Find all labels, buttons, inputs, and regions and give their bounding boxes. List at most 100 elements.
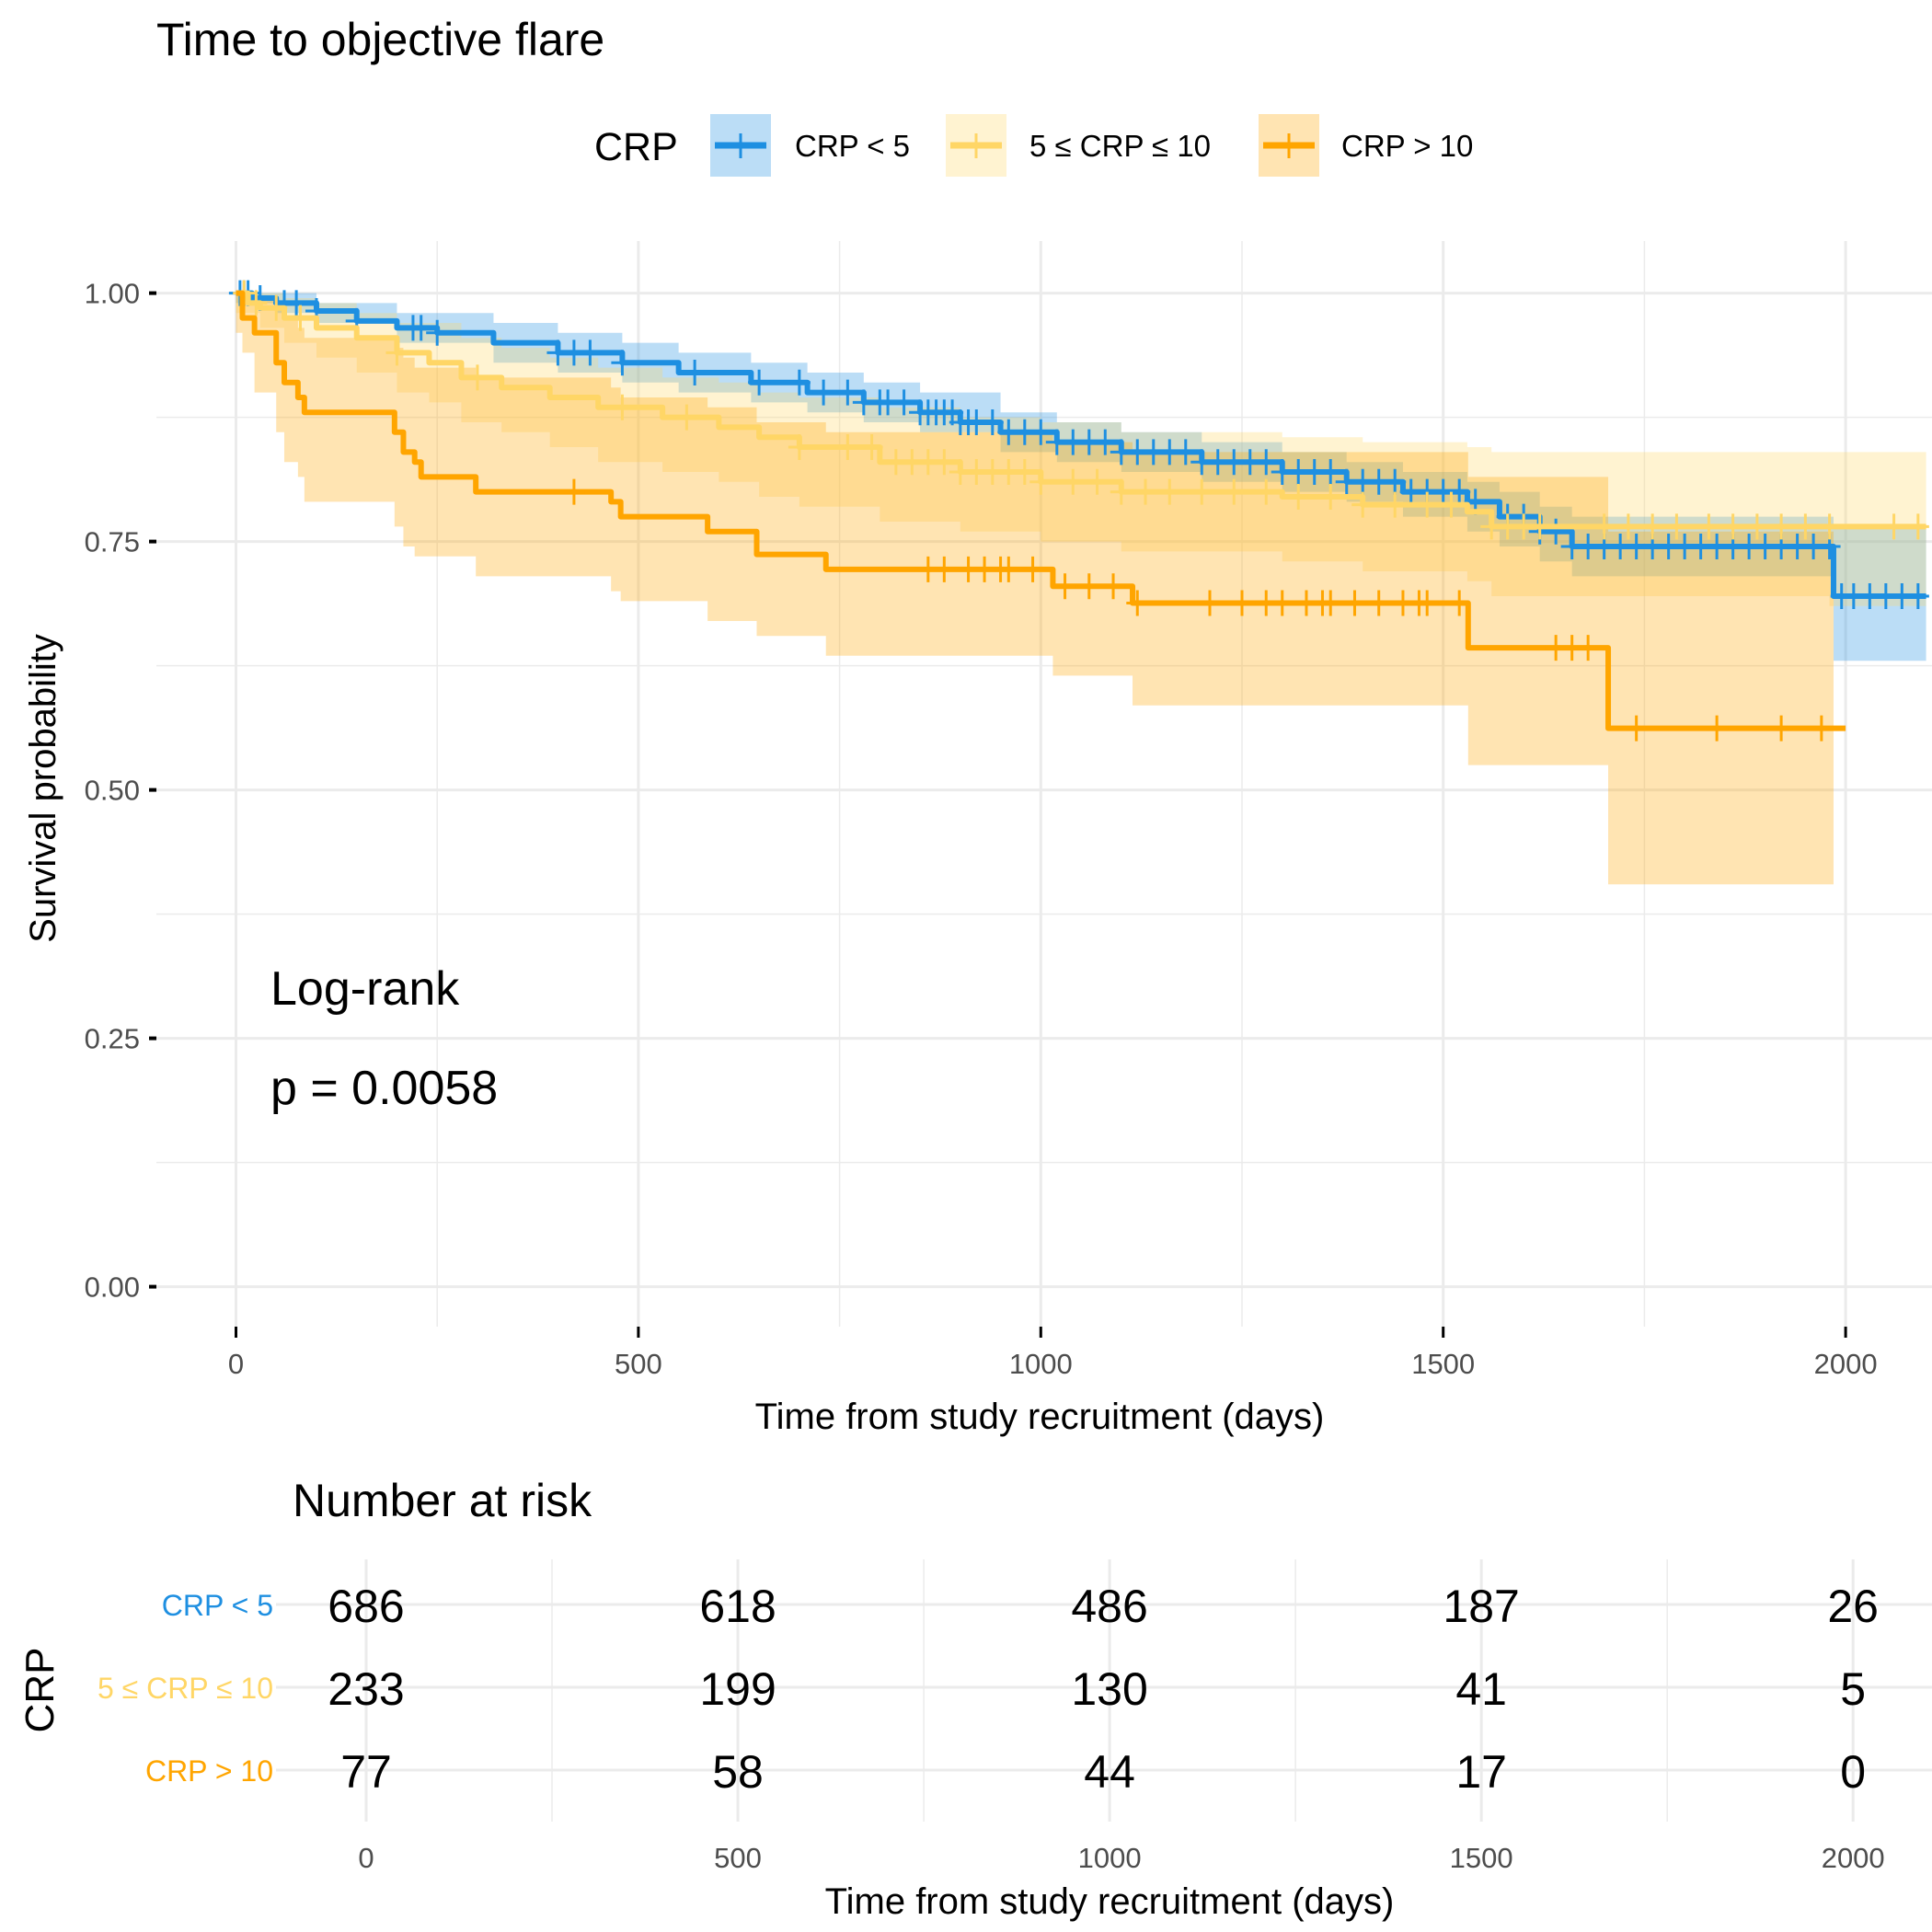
censor-mark xyxy=(1062,468,1085,495)
legend-item-crp-gt-10: CRP > 10 xyxy=(1259,114,1473,177)
risk-row-crp-5-10: 5 ≤ CRP ≤ 10 233 199 130 41 5 xyxy=(98,1663,1866,1715)
censor-mark xyxy=(1810,715,1833,742)
series-crp-gt-10 xyxy=(236,290,1846,742)
censor-mark xyxy=(385,339,408,366)
risk-count: 618 xyxy=(699,1581,776,1632)
censor-mark xyxy=(1665,513,1688,540)
censor-mark xyxy=(836,434,859,460)
censor-mark xyxy=(1906,513,1929,540)
censor-mark xyxy=(1319,459,1342,485)
censor-mark xyxy=(1384,491,1407,518)
censor-mark xyxy=(265,294,288,321)
risk-x-tick-label: 0 xyxy=(358,1842,374,1874)
censor-mark xyxy=(1882,513,1905,540)
censor-mark xyxy=(1126,590,1149,616)
legend-item-crp-5-10: 5 ≤ CRP ≤ 10 xyxy=(946,114,1211,177)
censor-mark xyxy=(1706,715,1729,742)
censor-mark xyxy=(579,339,602,366)
y-tick-label: 0.25 xyxy=(85,1023,140,1055)
risk-table-y-label: CRP xyxy=(17,1648,63,1733)
censor-mark xyxy=(1013,459,1036,485)
censor-mark xyxy=(1255,478,1278,505)
censor-mark xyxy=(1367,590,1390,616)
risk-x-tick-label: 1000 xyxy=(1078,1842,1142,1874)
censor-mark xyxy=(1770,513,1793,540)
x-tick-label: 2000 xyxy=(1814,1348,1878,1380)
censor-mark xyxy=(1384,468,1407,495)
censor-mark xyxy=(933,449,956,476)
x-tick-label: 1000 xyxy=(1009,1348,1073,1380)
censor-mark xyxy=(466,364,489,391)
censor-mark xyxy=(426,319,449,346)
censor-mark xyxy=(933,556,956,582)
censor-mark xyxy=(1271,590,1294,616)
legend-title: CRP xyxy=(594,125,678,169)
censor-mark xyxy=(836,379,859,406)
y-tick-label: 0.00 xyxy=(85,1271,140,1304)
risk-table: Number at risk CRP < 5 686 618 486 187 26 5 ≤ … xyxy=(17,1475,1932,1922)
risk-table-x-label: Time from study recruitment (days) xyxy=(825,1881,1395,1922)
censor-mark xyxy=(1721,513,1744,540)
legend-item-crp-lt-5: CRP < 5 xyxy=(710,114,910,177)
censor-mark xyxy=(245,290,268,316)
censor-mark xyxy=(1641,513,1664,540)
x-tick-label: 500 xyxy=(615,1348,662,1380)
risk-count: 199 xyxy=(699,1663,776,1715)
risk-x-tick-label: 500 xyxy=(714,1842,762,1874)
risk-count: 130 xyxy=(1071,1663,1147,1715)
censor-mark xyxy=(1440,491,1463,518)
censor-mark xyxy=(1593,513,1616,540)
censor-mark xyxy=(675,404,698,431)
censor-mark xyxy=(1110,478,1133,505)
censor-mark xyxy=(1770,715,1793,742)
censor-mark xyxy=(812,379,835,406)
survival-curve-crp-5-10 xyxy=(236,290,1926,530)
censor-mark xyxy=(1102,573,1125,600)
risk-count: 26 xyxy=(1827,1581,1879,1632)
censor-mark xyxy=(1577,635,1600,661)
risk-count: 44 xyxy=(1084,1746,1135,1798)
censor-mark xyxy=(1818,513,1841,540)
risk-count: 58 xyxy=(712,1746,764,1798)
censor-mark xyxy=(1416,590,1439,616)
censor-mark xyxy=(1174,439,1197,466)
censor-mark xyxy=(1351,491,1374,518)
series-crp-5-10 xyxy=(233,280,1929,540)
censor-mark xyxy=(1528,513,1551,540)
risk-row-label: 5 ≤ CRP ≤ 10 xyxy=(98,1672,273,1705)
censor-mark xyxy=(1287,484,1310,510)
risk-row-crp-gt-10: CRP > 10 77 58 44 17 0 xyxy=(145,1746,1866,1798)
censor-mark xyxy=(1319,484,1342,510)
censor-mark xyxy=(748,369,771,396)
censor-mark xyxy=(1343,590,1366,616)
legend-label: CRP > 10 xyxy=(1341,129,1473,163)
censor-mark xyxy=(562,478,585,505)
censor-mark xyxy=(1029,419,1052,445)
legend: CRP CRP < 5 5 ≤ CRP ≤ 10 CRP > 10 xyxy=(594,114,1473,177)
censor-mark xyxy=(1029,468,1052,495)
risk-table-title: Number at risk xyxy=(293,1475,592,1526)
censor-mark xyxy=(1190,478,1213,505)
censor-mark xyxy=(1223,478,1246,505)
censor-mark xyxy=(1906,583,1929,609)
censor-mark xyxy=(1158,478,1181,505)
censor-mark xyxy=(892,389,915,416)
censor-mark xyxy=(788,369,811,396)
risk-x-tick-label: 2000 xyxy=(1822,1842,1885,1874)
censor-mark xyxy=(1077,573,1100,600)
censor-mark xyxy=(1231,590,1253,616)
risk-count: 686 xyxy=(328,1581,404,1632)
censor-mark xyxy=(1448,590,1471,616)
censor-mark xyxy=(1416,491,1439,518)
censor-mark xyxy=(684,360,707,385)
censor-mark xyxy=(1448,478,1471,505)
plot-panel: 0.00 0.25 0.50 0.75 1.00 0 500 1000 1500 2000 xyxy=(85,241,1932,1380)
y-tick-label: 1.00 xyxy=(85,278,140,310)
censor-mark xyxy=(1794,513,1817,540)
censor-mark xyxy=(611,394,634,420)
risk-count: 5 xyxy=(1840,1663,1866,1715)
censor-mark xyxy=(289,305,312,331)
risk-count: 41 xyxy=(1455,1663,1507,1715)
risk-count: 77 xyxy=(340,1746,392,1798)
x-tick-label: 1500 xyxy=(1411,1348,1475,1380)
